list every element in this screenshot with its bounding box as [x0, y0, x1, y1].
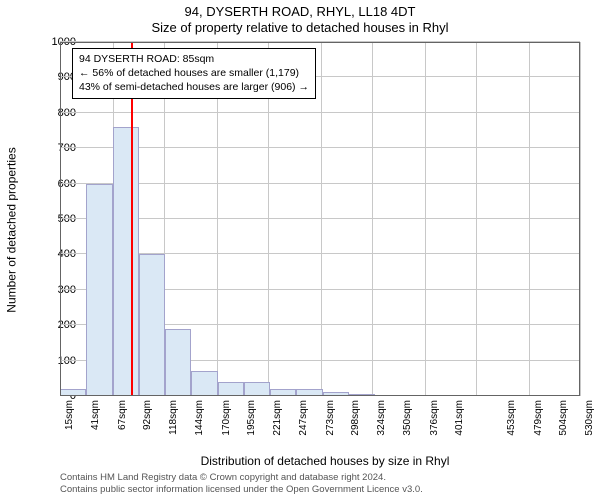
annotation-line: ← 56% of detached houses are smaller (1,… — [79, 66, 309, 80]
chart-container: 94, DYSERTH ROAD, RHYL, LL18 4DT Size of… — [0, 0, 600, 500]
bar — [191, 371, 217, 396]
x-tick: 15sqm — [64, 400, 75, 450]
grid-v — [580, 42, 581, 396]
attribution-line: Contains HM Land Registry data © Crown c… — [60, 472, 590, 484]
annotation-box: 94 DYSERTH ROAD: 85sqm ← 56% of detached… — [72, 48, 316, 99]
x-tick: 247sqm — [298, 400, 309, 450]
bar — [165, 329, 191, 396]
x-tick: 67sqm — [117, 400, 128, 450]
x-tick: 401sqm — [454, 400, 465, 450]
x-tick: 118sqm — [168, 400, 179, 450]
x-tick: 530sqm — [584, 400, 595, 450]
bar — [139, 254, 165, 396]
x-tick: 376sqm — [429, 400, 440, 450]
attribution-line: Contains public sector information licen… — [60, 484, 590, 496]
x-tick: 273sqm — [325, 400, 336, 450]
bar — [349, 394, 375, 396]
x-axis-label: Distribution of detached houses by size … — [60, 454, 590, 468]
x-tick: 92sqm — [142, 400, 153, 450]
bar — [60, 389, 86, 396]
x-tick: 170sqm — [221, 400, 232, 450]
bar — [296, 389, 322, 396]
bar — [218, 382, 244, 396]
x-tick: 221sqm — [272, 400, 283, 450]
bar — [270, 389, 296, 396]
x-tick: 144sqm — [194, 400, 205, 450]
x-tick: 324sqm — [376, 400, 387, 450]
bar — [86, 184, 112, 396]
bar — [323, 392, 349, 396]
x-tick: 41sqm — [90, 400, 101, 450]
x-tick: 479sqm — [533, 400, 544, 450]
bar — [113, 127, 139, 396]
x-tick: 504sqm — [558, 400, 569, 450]
x-tick: 298sqm — [350, 400, 361, 450]
annotation-line: 43% of semi-detached houses are larger (… — [79, 80, 309, 94]
x-tick: 350sqm — [402, 400, 413, 450]
y-axis-label: Number of detached properties — [4, 50, 20, 410]
plot-area: 94 DYSERTH ROAD: 85sqm ← 56% of detached… — [60, 42, 580, 396]
annotation-line: 94 DYSERTH ROAD: 85sqm — [79, 52, 309, 66]
bar — [244, 382, 270, 396]
x-tick: 195sqm — [246, 400, 257, 450]
chart-title-line2: Size of property relative to detached ho… — [0, 20, 600, 35]
attribution: Contains HM Land Registry data © Crown c… — [60, 472, 590, 496]
x-tick: 453sqm — [506, 400, 517, 450]
chart-title-line1: 94, DYSERTH ROAD, RHYL, LL18 4DT — [0, 4, 600, 19]
